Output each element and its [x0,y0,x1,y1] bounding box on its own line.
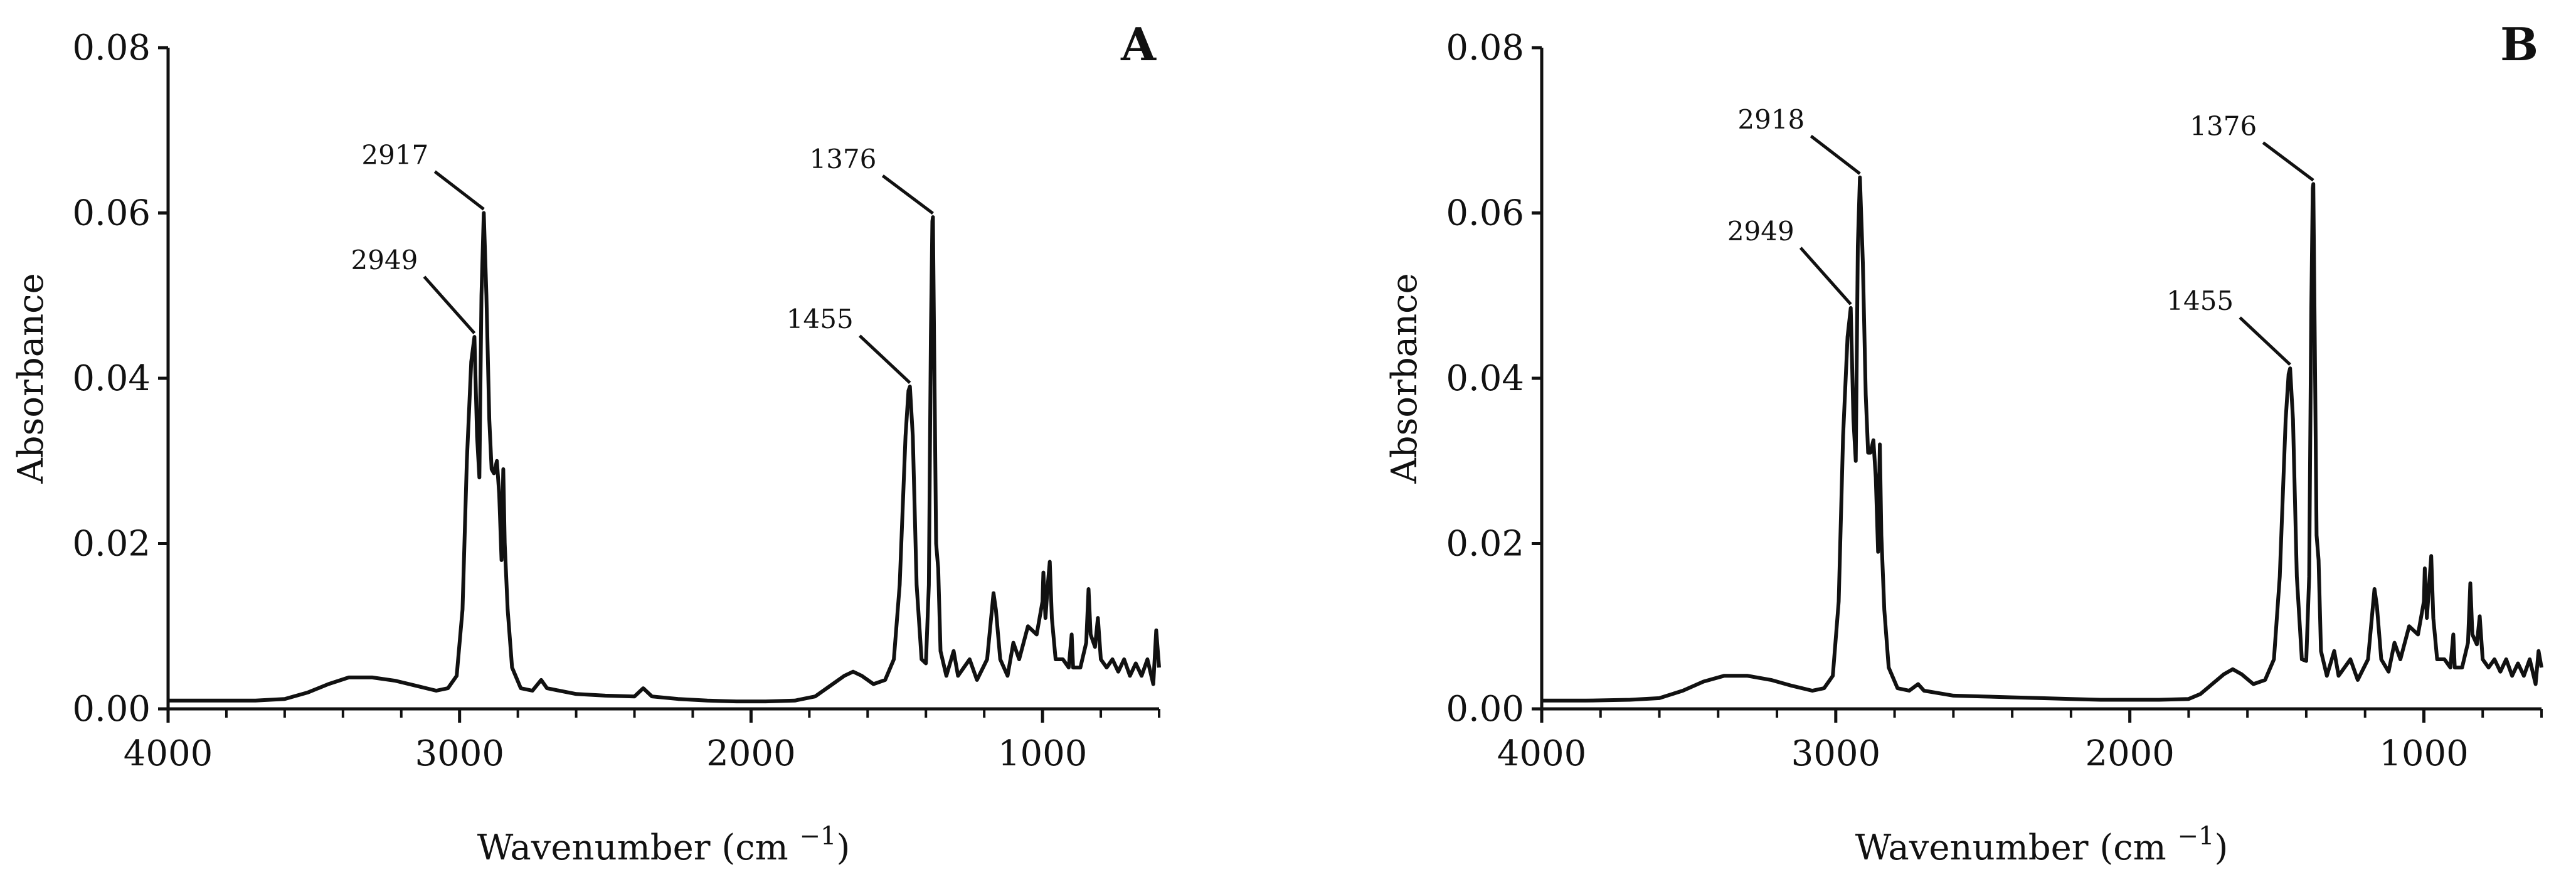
x-tick-label: 2000 [2085,733,2175,774]
peak-label: 1376 [2190,110,2257,141]
x-tick-label: 2000 [706,733,796,774]
x-tick-label: 4000 [1497,733,1587,774]
peak-leader-line [433,170,485,211]
spectrum-line [168,211,1161,704]
x-tick-label: 3000 [415,733,504,774]
peak-label: 1376 [809,144,876,174]
peak-leader-line [2239,316,2291,366]
peak-label: 1455 [2166,285,2234,316]
panel-letter: B [2500,18,2538,71]
peak-label: 2949 [351,245,418,275]
peak-leader-line [2262,141,2314,182]
y-tick-label: 0.04 [1446,358,1524,399]
y-tick-label: 0.00 [1446,689,1524,730]
peak-leader-line [881,174,934,215]
x-axis-title: Wavenumber (cm −1) [477,822,851,868]
chart-panel-a: 0.00 0.02 0.04 0.06 0.08 4000 3000 2000 1000 Wave… [11,18,1161,868]
y-tick-label: 0.04 [72,358,151,399]
y-axis-title: Absorbance [11,273,51,484]
y-tick-label: 0.06 [1446,193,1524,234]
y-axis-title: Absorbance [1384,273,1425,484]
y-tick-label: 0.08 [72,28,151,68]
x-tick-label: 3000 [1791,733,1881,774]
y-tick-label: 0.02 [1446,524,1524,565]
peak-leader-line [423,275,476,334]
peak-leader-line [1799,247,1852,306]
y-tick-label: 0.02 [72,524,151,565]
x-tick-label: 1000 [2379,733,2469,774]
x-tick-label: 1000 [998,733,1088,774]
peak-label: 2917 [361,140,428,171]
peak-label: 1455 [787,304,854,334]
y-tick-label: 0.06 [72,193,151,234]
chart-panel-b: 0.00 0.02 0.04 0.06 0.08 4000 3000 2000 1000 Wave… [1384,18,2543,868]
peak-leader-line [1810,134,1861,175]
x-tick-label: 4000 [124,733,213,774]
x-axis-title: Wavenumber (cm −1) [1855,822,2229,868]
spectrum-line [1542,175,2543,703]
panel-letter: A [1120,18,1157,71]
peak-leader-line [858,334,911,384]
peak-label: 2949 [1727,216,1794,247]
peak-label: 2918 [1737,104,1805,135]
y-tick-label: 0.00 [72,689,151,730]
y-tick-label: 0.08 [1446,28,1524,68]
